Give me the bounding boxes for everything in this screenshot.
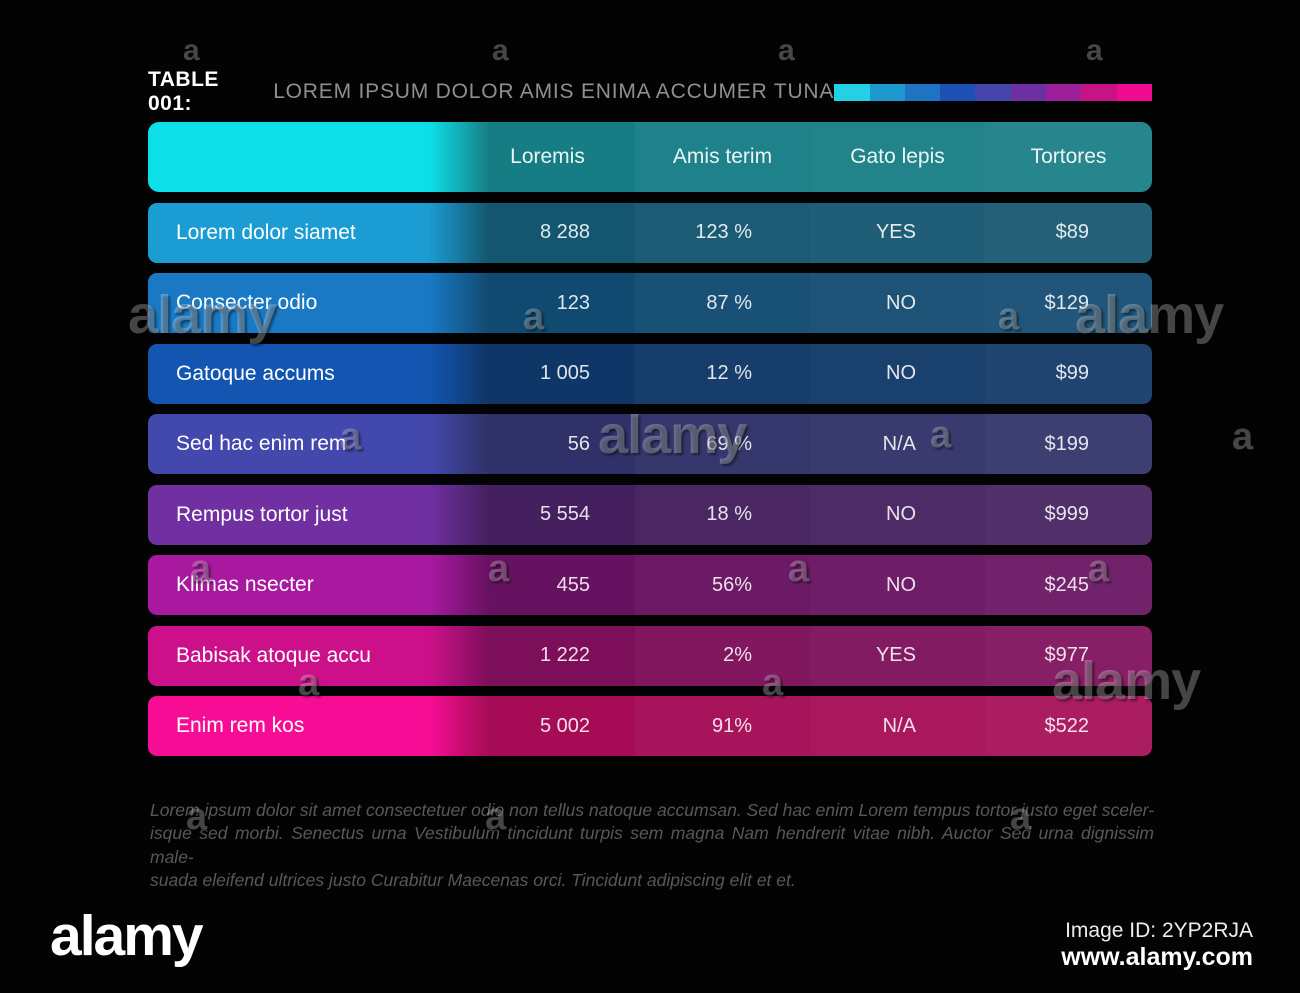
- alamy-watermark: a: [1232, 416, 1253, 458]
- alamy-watermark: a: [778, 34, 795, 67]
- table-row: Babisak atoque accu 1 222 2% YES $977: [148, 625, 1152, 686]
- alamy-watermark: a: [492, 34, 509, 67]
- row-label: Consecter odio: [176, 291, 318, 314]
- row-label: Lorem dolor siamet: [176, 220, 356, 244]
- legend-swatch-1: [869, 83, 905, 101]
- legend-swatch-7: [1081, 83, 1117, 101]
- cell-value: NO: [810, 343, 985, 404]
- cell-value: $129: [985, 273, 1152, 333]
- cell-value: $999: [985, 484, 1152, 545]
- alamy-watermark: a: [183, 34, 200, 67]
- cell-value: 12 %: [635, 344, 810, 404]
- cell-value: YES: [810, 202, 985, 263]
- cell-value: 5 002: [539, 714, 590, 737]
- header-blank-cell: [148, 122, 460, 192]
- row-label: Babisak atoque accu: [176, 643, 371, 667]
- table-number-label: TABLE 001:: [148, 68, 219, 115]
- cell-value: 455: [556, 573, 590, 596]
- cell-value: NO: [810, 273, 985, 333]
- cell-value: $245: [985, 555, 1152, 615]
- cell-value: N/A: [810, 696, 985, 756]
- footnote-line: suada eleifend ultrices justo Curabitur …: [150, 870, 796, 891]
- cell-value: 1 222: [539, 644, 590, 666]
- title-row: TABLE 001: LOREM IPSUM DOLOR AMIS ENIMA …: [148, 68, 1152, 115]
- footnote-paragraph: Lorem ipsum dolor sit amet consectetuer …: [150, 799, 1154, 893]
- table-title-text: LOREM IPSUM DOLOR AMIS ENIMA ACCUMER TUN…: [273, 80, 835, 103]
- column-header: Loremis: [510, 145, 585, 168]
- table-row: Consecter odio 123 87 % NO $129: [148, 273, 1152, 333]
- cell-value: $199: [985, 414, 1152, 474]
- cell-value: 56: [567, 432, 590, 455]
- row-label: Rempus tortor just: [176, 502, 348, 526]
- alamy-watermark: a: [1086, 34, 1103, 67]
- cell-value: 1 005: [539, 362, 590, 384]
- row-label: Klimas nsecter: [176, 573, 314, 596]
- table-header-row: Loremis Amis terim Gato lepis Tortores: [148, 122, 1152, 192]
- column-header: Tortores: [985, 122, 1152, 192]
- column-header: Gato lepis: [810, 122, 985, 192]
- legend-color-bar: [834, 83, 1152, 101]
- alamy-url-text: www.alamy.com: [1061, 943, 1253, 971]
- cell-value: 123: [556, 291, 590, 314]
- cell-value: 91%: [635, 696, 810, 756]
- table-row: Sed hac enim rem 56 69 % N/A $199: [148, 414, 1152, 474]
- cell-value: NO: [810, 555, 985, 615]
- cell-value: YES: [810, 625, 985, 686]
- footnote-line: Lorem ipsum dolor sit amet consectetuer …: [150, 800, 1154, 820]
- image-id-text: Image ID: 2YP2RJA: [1065, 919, 1253, 942]
- cell-value: NO: [810, 484, 985, 545]
- cell-value: 87 %: [635, 273, 810, 333]
- table-row: Rempus tortor just 5 554 18 % NO $999: [148, 484, 1152, 545]
- data-table: Loremis Amis terim Gato lepis Tortores Lorem…: [148, 122, 1152, 756]
- cell-value: $89: [985, 202, 1152, 263]
- cell-value: 123 %: [635, 203, 810, 263]
- legend-swatch-5: [1010, 83, 1047, 101]
- table-row: Gatoque accums 1 005 12 % NO $99: [148, 343, 1152, 404]
- legend-swatch-3: [940, 83, 976, 101]
- cell-value: $977: [985, 625, 1152, 686]
- table-row: Lorem dolor siamet 8 288 123 % YES $89: [148, 202, 1152, 263]
- row-label: Sed hac enim rem: [176, 432, 347, 455]
- column-header: Amis terim: [635, 122, 810, 192]
- cell-value: 56%: [635, 555, 810, 615]
- legend-swatch-2: [904, 83, 941, 101]
- table-row: Klimas nsecter 455 56% NO $245: [148, 555, 1152, 615]
- legend-swatch-4: [975, 83, 1011, 101]
- cell-value: $99: [985, 343, 1152, 404]
- cell-value: 8 288: [539, 221, 590, 243]
- legend-swatch-6: [1046, 83, 1082, 101]
- cell-value: N/A: [810, 414, 985, 474]
- cell-value: 2%: [635, 626, 810, 686]
- row-label: Gatoque accums: [176, 361, 335, 385]
- cell-value: 69 %: [635, 414, 810, 474]
- row-label: Enim rem kos: [176, 714, 305, 737]
- alamy-logo: alamy: [50, 904, 204, 968]
- table-row: Enim rem kos 5 002 91% N/A $522: [148, 696, 1152, 756]
- cell-value: 5 554: [539, 503, 590, 525]
- legend-swatch-8: [1116, 83, 1152, 101]
- cell-value: 18 %: [635, 485, 810, 545]
- footnote-line: isque sed morbi. Senectus urna Vestibulu…: [150, 823, 1154, 867]
- legend-swatch-0: [834, 83, 870, 101]
- cell-value: $522: [985, 696, 1152, 756]
